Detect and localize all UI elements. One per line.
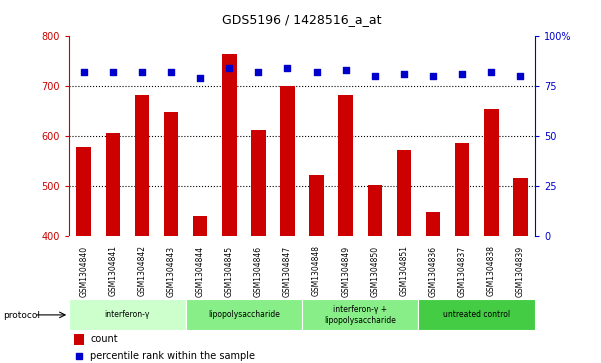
Bar: [513, 178, 528, 363]
Point: [195, 76, 205, 81]
Point: [282, 65, 292, 71]
Point: [312, 69, 322, 75]
Bar: [426, 212, 441, 363]
Bar: [367, 185, 382, 363]
Point: [108, 69, 118, 75]
Text: count: count: [90, 334, 118, 344]
Text: GSM1304845: GSM1304845: [225, 245, 234, 297]
Bar: [280, 86, 294, 363]
Bar: [193, 216, 207, 363]
Point: [341, 68, 350, 73]
Text: GSM1304844: GSM1304844: [195, 245, 204, 297]
Point: [74, 353, 84, 359]
Text: GSM1304841: GSM1304841: [108, 245, 117, 297]
Point: [516, 73, 525, 79]
Bar: [418, 299, 535, 330]
Text: GSM1304851: GSM1304851: [400, 245, 409, 297]
Bar: [106, 132, 120, 363]
Text: GSM1304846: GSM1304846: [254, 245, 263, 297]
Point: [254, 69, 263, 75]
Bar: [74, 334, 84, 345]
Bar: [310, 175, 324, 363]
Point: [486, 69, 496, 75]
Bar: [69, 299, 186, 330]
Text: GSM1304848: GSM1304848: [312, 245, 321, 297]
Text: interferon-γ: interferon-γ: [105, 310, 150, 319]
Text: GSM1304842: GSM1304842: [138, 245, 147, 297]
Bar: [302, 299, 418, 330]
Bar: [76, 147, 91, 363]
Text: GSM1304847: GSM1304847: [283, 245, 292, 297]
Bar: [397, 150, 411, 363]
Text: untreated control: untreated control: [443, 310, 510, 319]
Point: [457, 71, 467, 77]
Text: lipopolysaccharide: lipopolysaccharide: [208, 310, 279, 319]
Point: [137, 69, 147, 75]
Point: [399, 71, 409, 77]
Point: [166, 69, 176, 75]
Point: [428, 73, 438, 79]
Bar: [222, 54, 237, 363]
Text: GSM1304850: GSM1304850: [370, 245, 379, 297]
Text: percentile rank within the sample: percentile rank within the sample: [90, 351, 255, 361]
Point: [79, 69, 88, 75]
Bar: [163, 112, 178, 363]
Text: GDS5196 / 1428516_a_at: GDS5196 / 1428516_a_at: [222, 13, 382, 26]
Bar: [455, 143, 469, 363]
Bar: [338, 95, 353, 363]
Text: GSM1304849: GSM1304849: [341, 245, 350, 297]
Text: GSM1304836: GSM1304836: [429, 245, 438, 297]
Text: GSM1304838: GSM1304838: [487, 245, 496, 297]
Text: GSM1304843: GSM1304843: [166, 245, 175, 297]
Bar: [251, 130, 266, 363]
Bar: [484, 109, 498, 363]
Text: GSM1304840: GSM1304840: [79, 245, 88, 297]
Text: GSM1304839: GSM1304839: [516, 245, 525, 297]
Bar: [135, 95, 149, 363]
Point: [370, 73, 380, 79]
Bar: [186, 299, 302, 330]
Text: protocol: protocol: [3, 311, 40, 320]
Text: GSM1304837: GSM1304837: [457, 245, 466, 297]
Text: interferon-γ +
lipopolysaccharide: interferon-γ + lipopolysaccharide: [325, 305, 396, 325]
Point: [224, 65, 234, 71]
